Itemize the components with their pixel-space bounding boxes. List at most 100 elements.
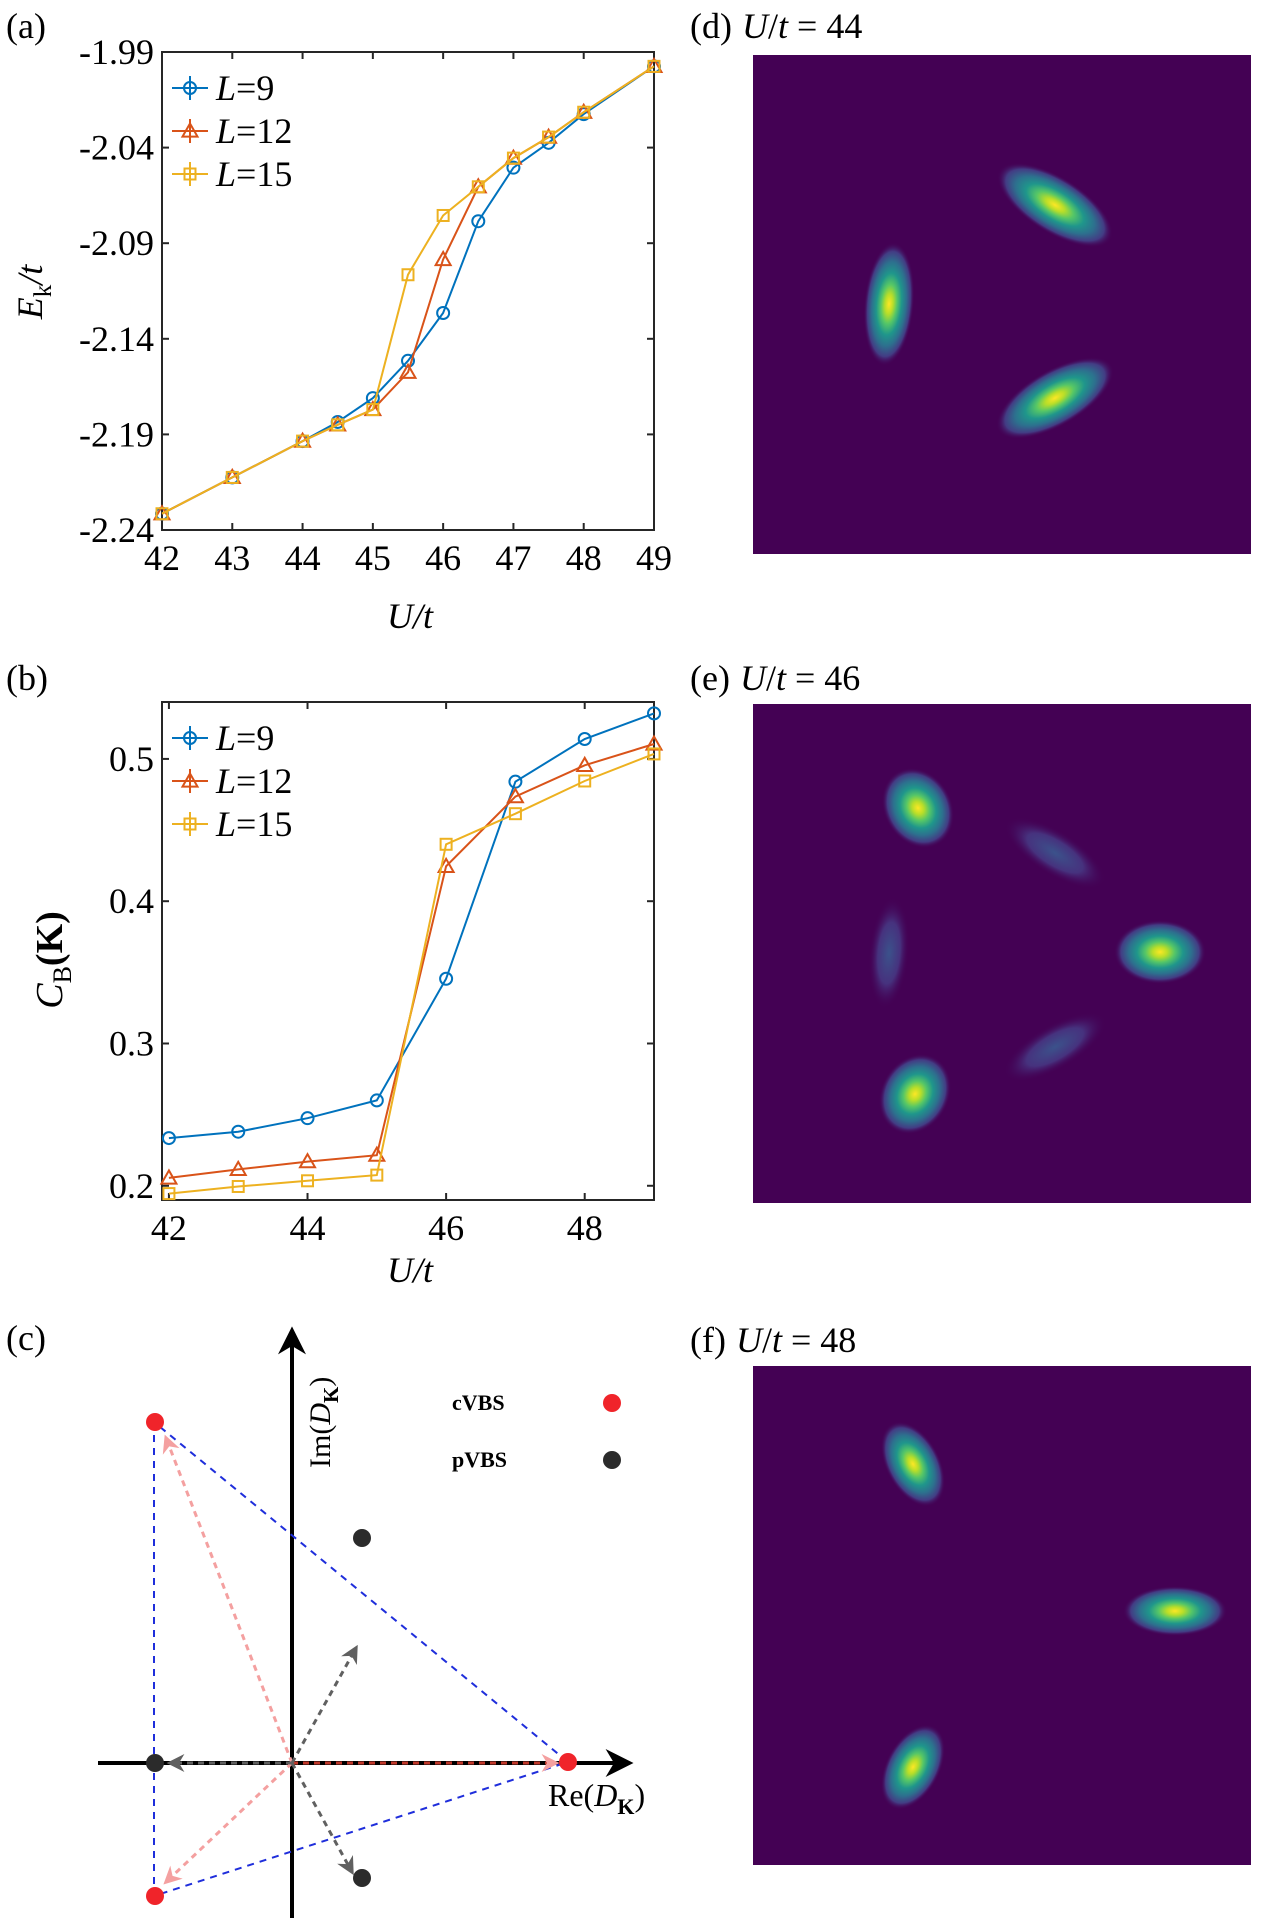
panel-label-e: (e) [690, 658, 730, 698]
chart-b-ylabel-sub: B [48, 966, 77, 983]
heatmap-d-peak-top [997, 162, 1113, 248]
chart-a-ylabel-main: E [10, 297, 50, 320]
chart-b-series-L12-point [298, 1152, 317, 1169]
chart-b-legend-L15-var: L [215, 804, 236, 844]
chart-a-xtick-label: 47 [495, 538, 531, 578]
chart-b-series-L15-point [578, 774, 592, 788]
cvbs-triangle [153, 1419, 571, 1898]
chart-b-xlabel: U/t [387, 1250, 434, 1290]
chart-b-series-L9-point [369, 1093, 384, 1108]
heatmap-f-peak-lower [880, 1724, 946, 1810]
chart-b-series-L12-point [575, 755, 594, 772]
chart-b-legend-L15-label: L=15 [215, 804, 292, 844]
heatmap-e-t: t [776, 658, 787, 698]
chart-b-series-L9-point [300, 1111, 315, 1126]
chart-a-xlabel: U/t [387, 596, 434, 636]
heatmap-e-slash: / [766, 658, 776, 698]
chart-b-series-L9-line [168, 712, 655, 1140]
re-axis-label-b: ) [634, 1777, 645, 1813]
chart-a-series-L12-point [433, 249, 453, 267]
legend-pvbs-label: pVBS [452, 1447, 507, 1472]
heatmap-e: (e) U/t = 46 [690, 658, 1251, 1203]
chart-b-legend-L15-val: =15 [236, 804, 292, 844]
chart-b-series-L15-point [370, 1168, 384, 1182]
diagram-c: (c) [6, 1318, 645, 1918]
chart-a-x-axis: 42 43 44 45 46 47 48 49 [144, 52, 672, 578]
chart-b-series-L15-point [647, 747, 661, 761]
chart-a-ytick-label: -2.04 [79, 128, 154, 168]
chart-a-legend: L=9L=12L=15 [172, 68, 292, 194]
chart-a-legend-L12-var: L [215, 111, 236, 151]
chart-b-ytick-label: 0.3 [109, 1023, 154, 1063]
chart-b-legend-L9-marker [183, 731, 197, 745]
chart-a-series [152, 56, 664, 521]
panel-label-b: (b) [6, 658, 48, 698]
chart-b-series-L15-point [439, 837, 453, 851]
heatmap-d-var: U [742, 6, 770, 46]
heatmap-d-t: t [778, 6, 789, 46]
re-axis-label: Re(DK) [548, 1777, 645, 1819]
cvbs-point-lower-left [146, 1887, 164, 1905]
heatmap-d-background [753, 55, 1251, 554]
heatmap-d-title: (d) U/t = 44 [690, 6, 862, 46]
chart-a-legend-L9-label: L=9 [215, 68, 274, 108]
chart-b-series-L9-point [577, 731, 592, 746]
chart-a-series-L15-point [647, 59, 661, 73]
pvbs-point-lower [353, 1869, 371, 1887]
chart-b-series-L12-point [644, 734, 664, 751]
chart-a-ylabel: Ek/t [10, 264, 57, 321]
pvbs-point-left [146, 1754, 164, 1772]
heatmap-e-peak-right [1114, 920, 1206, 984]
chart-b-legend-L15-marker [183, 817, 197, 831]
im-axis-label-D: D [304, 1403, 337, 1426]
chart-a-series-L9-point [401, 353, 415, 368]
legend-pvbs-marker [603, 1451, 621, 1469]
chart-b-series-L9-point [161, 1131, 176, 1146]
chart-a-xlabel-rest: /t [411, 596, 434, 636]
cvbs-arrow-upper-left [162, 1434, 294, 1764]
heatmap-e-peak-lower [878, 1053, 952, 1135]
cvbs-arrow-lower-left [163, 1761, 294, 1885]
chart-a-xtick-label: 49 [636, 538, 672, 578]
chart-b-legend-L12-label: L=12 [215, 761, 292, 801]
heatmap-f-slash: / [762, 1320, 772, 1360]
panel-label-f: (f) [690, 1320, 726, 1360]
chart-a-xtick-label: 45 [355, 538, 391, 578]
chart-a-series-L9-point [506, 160, 521, 175]
chart-b-series-L15-point [162, 1187, 176, 1201]
chart-b-ylabel-main: C [29, 983, 71, 1009]
re-axis-label-D: D [593, 1777, 617, 1813]
chart-b-ylabel: CB(K) [29, 911, 77, 1009]
chart-b-x-axis: 42 44 46 48 [151, 702, 603, 1248]
chart-a-series-L15-point [225, 470, 239, 484]
heatmap-d-slash: / [768, 6, 778, 46]
heatmap-f-eq: = 48 [782, 1320, 856, 1360]
chart-b-series-L15-point [231, 1179, 245, 1193]
re-axis-label-sub: K [617, 1794, 634, 1819]
heatmap-e-var: U [740, 658, 768, 698]
chart-a-ylabel-rest: /t [10, 264, 50, 287]
im-axis-label-sub: K [319, 1386, 343, 1403]
chart-a-series-L15-point [155, 507, 169, 521]
chart-b-xlabel-main: U [387, 1250, 415, 1290]
chart-a-series-L15-point [366, 403, 380, 417]
heatmap-e-title: (e) U/t = 46 [690, 658, 860, 698]
chart-b-ylabel-rest: (K) [29, 911, 71, 966]
chart-a-ytick-label: -1.99 [79, 32, 154, 72]
heatmap-e-faint-top [1004, 817, 1106, 889]
chart-a-ytick-label: -2.24 [79, 510, 154, 550]
chart-b-legend-L9-val: =9 [236, 718, 274, 758]
chart-a-xlabel-main: U [387, 596, 415, 636]
chart-a-legend-L12-marker [180, 121, 200, 138]
chart-a-series-L9-point [471, 214, 486, 229]
chart-a-legend-L15-var: L [215, 154, 236, 194]
panel-label-c: (c) [6, 1318, 46, 1358]
chart-a-xtick-label: 44 [285, 538, 321, 578]
heatmap-f-peak-upper [880, 1421, 946, 1507]
pvbs-point-upper [353, 1529, 371, 1547]
chart-b-frame [161, 701, 655, 1201]
heatmap-d-peak-left [863, 242, 915, 366]
chart-b-ytick-label: 0.4 [109, 881, 154, 921]
heatmap-d-eq: = 44 [788, 6, 862, 46]
